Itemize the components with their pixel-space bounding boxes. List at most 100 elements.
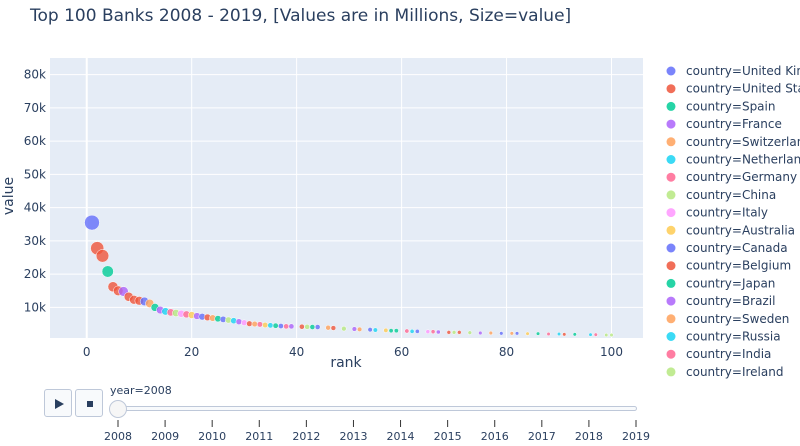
plot-background <box>50 58 643 338</box>
y-tick-label: 20k <box>24 267 46 281</box>
data-point <box>609 332 614 338</box>
legend-marker <box>666 190 676 200</box>
y-tick-label: 60k <box>24 134 46 148</box>
data-point <box>101 265 114 278</box>
legend-entry[interactable]: country=Italy <box>686 206 768 220</box>
play-icon <box>55 399 64 409</box>
legend-marker <box>666 119 676 129</box>
y-tick-label: 30k <box>24 234 46 248</box>
slider-tick-label: 2012 <box>292 430 321 443</box>
data-point <box>457 330 462 335</box>
legend-marker <box>666 349 676 359</box>
legend-marker <box>666 225 676 235</box>
y-tick-label: 10k <box>24 300 46 314</box>
x-tick-label: 60 <box>394 345 409 359</box>
legend-marker <box>666 261 676 271</box>
stop-button[interactable] <box>75 389 103 417</box>
data-point <box>388 328 394 334</box>
data-point <box>467 330 473 335</box>
stop-icon <box>87 401 93 407</box>
legend-entry[interactable]: country=Sweden <box>686 312 789 326</box>
data-point <box>535 331 541 336</box>
year-slider-track[interactable] <box>112 406 637 411</box>
data-point <box>351 326 357 332</box>
data-point <box>256 321 263 328</box>
data-point <box>251 320 258 328</box>
legend-entry[interactable]: country=Spain <box>686 99 775 113</box>
data-point <box>330 325 337 331</box>
legend-marker <box>666 296 676 306</box>
legend-marker <box>666 101 676 111</box>
x-tick-label: 0 <box>83 345 91 359</box>
chart-title: Top 100 Banks 2008 - 2019, [Values are i… <box>30 6 572 26</box>
legend-entry[interactable]: country=Germany <box>686 170 797 184</box>
legend: country=United Kingdom country=United Sta… <box>666 64 800 379</box>
data-point <box>436 329 441 335</box>
data-point <box>556 331 562 337</box>
year-slider-handle[interactable] <box>109 400 127 418</box>
data-point <box>288 323 295 330</box>
data-point <box>240 319 248 326</box>
data-point <box>499 331 504 336</box>
y-axis-title: value <box>1 177 17 215</box>
data-point <box>367 327 373 333</box>
y-tick-label: 50k <box>24 167 46 181</box>
data-point <box>409 328 415 334</box>
data-point <box>372 327 378 333</box>
legend-entry[interactable]: country=United Kingdom <box>686 64 800 78</box>
legend-entry[interactable]: country=Netherlands <box>686 153 800 167</box>
data-point <box>588 332 593 337</box>
data-point <box>562 332 567 337</box>
slider-tick-label: 2014 <box>386 430 415 443</box>
data-point <box>488 330 493 336</box>
legend-entry[interactable]: country=Russia <box>686 330 781 344</box>
slider-tick-label: 2010 <box>198 430 227 443</box>
y-tick-label: 80k <box>24 68 46 82</box>
legend-entry[interactable]: country=Japan <box>686 276 775 290</box>
legend-marker <box>666 314 676 324</box>
legend-entry[interactable]: country=Belgium <box>686 259 791 273</box>
legend-entry[interactable]: country=Canada <box>686 241 788 255</box>
data-point <box>341 326 347 332</box>
grid-lines <box>50 58 643 338</box>
legend-entry[interactable]: country=United States <box>686 82 800 96</box>
legend-entry[interactable]: country=Brazil <box>686 294 775 308</box>
slider-tick-label: 2013 <box>339 430 368 443</box>
legend-marker <box>666 278 676 288</box>
data-point <box>84 214 100 231</box>
slider-tick-label: 2008 <box>104 430 132 443</box>
slider-tick-label: 2019 <box>622 430 650 443</box>
legend-marker <box>666 367 676 377</box>
data-point <box>283 323 290 330</box>
data-point <box>267 322 274 329</box>
data-point <box>357 326 363 332</box>
data-point <box>514 331 520 336</box>
legend-marker <box>666 84 676 94</box>
x-tick-label: 100 <box>600 345 623 359</box>
data-point <box>509 331 514 336</box>
slider-tick-label: 2018 <box>574 430 603 443</box>
data-point <box>572 332 577 337</box>
slider-ticks <box>117 420 637 427</box>
legend-entry[interactable]: country=Ireland <box>686 365 783 379</box>
legend-entry[interactable]: country=Switzerland <box>686 135 800 149</box>
play-button[interactable] <box>44 389 72 417</box>
legend-entry[interactable]: country=China <box>686 188 776 202</box>
data-point <box>451 330 457 335</box>
data-point <box>299 323 305 330</box>
data-point <box>414 328 420 334</box>
data-point <box>304 324 310 330</box>
legend-entry[interactable]: country=Australia <box>686 223 795 237</box>
data-point <box>278 323 284 329</box>
legend-entry[interactable]: country=India <box>686 347 771 361</box>
x-tick-label: 20 <box>184 345 199 359</box>
slider-current-value: year=2008 <box>110 384 172 397</box>
legend-marker <box>666 332 676 341</box>
slider-tick-label: 2017 <box>527 430 556 443</box>
data-point <box>246 320 253 327</box>
slider-tick-label: 2015 <box>433 430 462 443</box>
y-tick-labels: 10k 20k 30k 40k 50k 60k 70k 80k <box>24 68 46 315</box>
data-point <box>430 329 436 335</box>
legend-entry[interactable]: country=France <box>686 117 782 131</box>
